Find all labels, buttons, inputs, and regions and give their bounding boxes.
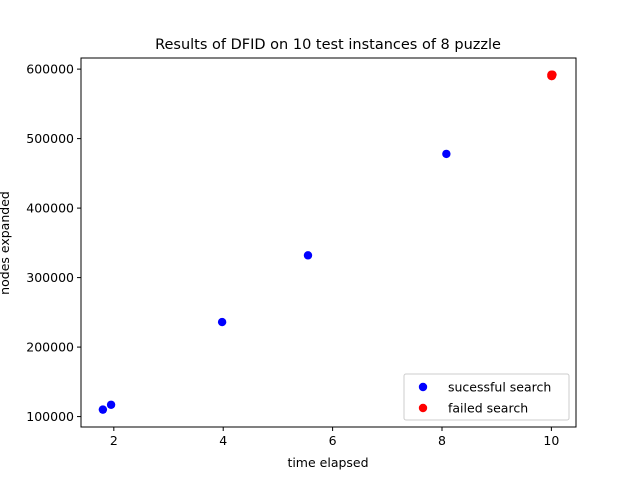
x-tick-label: 6 <box>329 433 337 448</box>
y-axis-label: nodes expanded <box>0 191 12 295</box>
legend-label-series-1: failed search <box>448 401 528 416</box>
x-tick-label: 10 <box>543 433 559 448</box>
x-axis-label: time elapsed <box>287 455 368 470</box>
data-point-series-1 <box>547 71 557 81</box>
y-tick-label: 100000 <box>26 409 74 424</box>
y-tick-label: 600000 <box>26 62 74 77</box>
y-tick-label: 200000 <box>26 340 74 355</box>
x-tick-label: 8 <box>438 433 446 448</box>
chart-title: Results of DFID on 10 test instances of … <box>155 37 501 53</box>
legend-marker-series-1 <box>418 403 428 413</box>
x-tick-label: 4 <box>219 433 227 448</box>
plot-area: 2 4 6 8 10 100000 200000 300000 400000 500000 6000… <box>26 57 577 448</box>
y-tick-label: 500000 <box>26 131 74 146</box>
legend-marker-series-0 <box>418 382 428 392</box>
data-point-series-0 <box>106 400 116 409</box>
legend-box <box>403 373 570 421</box>
y-tick-label: 300000 <box>26 270 74 285</box>
data-point-series-0 <box>217 317 227 327</box>
x-tick-label: 2 <box>110 433 118 448</box>
y-tick-label: 400000 <box>26 201 74 216</box>
legend: sucessful search failed search <box>403 373 570 421</box>
data-point-series-0 <box>303 251 313 260</box>
axes-frame <box>80 57 577 428</box>
legend-label-series-0: sucessful search <box>448 380 551 395</box>
data-point-series-0 <box>98 405 108 414</box>
data-point-series-0 <box>442 149 451 159</box>
